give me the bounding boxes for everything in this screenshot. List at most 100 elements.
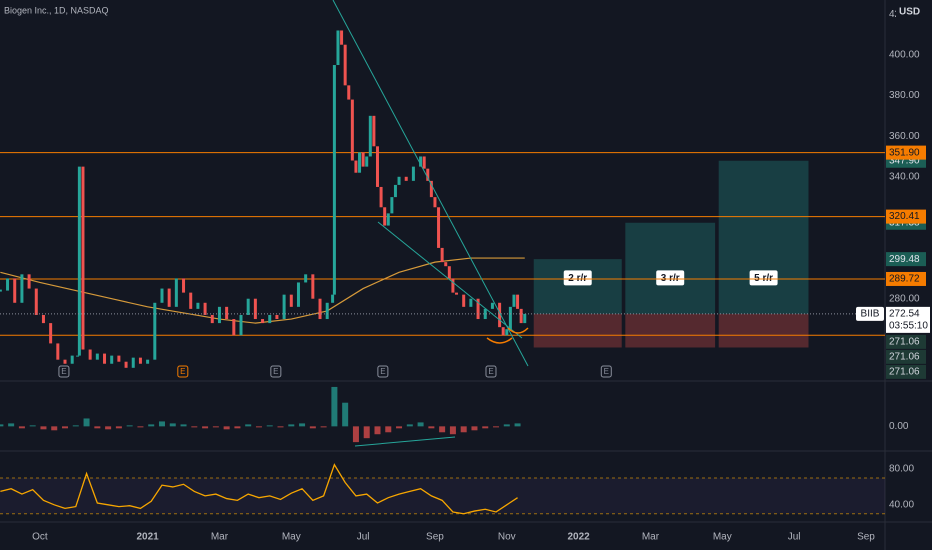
macd-bar — [18, 426, 25, 429]
target-zone — [718, 160, 809, 314]
candle — [365, 156, 369, 167]
candle — [210, 314, 214, 324]
candle — [523, 313, 527, 324]
macd-bar — [191, 426, 198, 428]
rsi-tick-label: 40.00 — [889, 499, 914, 510]
candle — [153, 302, 157, 360]
macd-bar — [493, 426, 500, 428]
candle — [182, 278, 186, 293]
candle — [469, 298, 473, 307]
stacked-tag-label: 271.06 — [889, 352, 920, 363]
candle — [41, 314, 45, 324]
symbol-tag — [856, 306, 884, 321]
earnings-label: E — [273, 367, 278, 376]
trend-line — [377, 221, 523, 339]
candle — [296, 282, 300, 307]
x-tick-label: Sep — [857, 532, 875, 543]
macd-bar — [449, 426, 456, 435]
candle — [174, 278, 178, 307]
pattern-arc — [486, 337, 513, 344]
candle — [160, 288, 164, 303]
candle — [343, 44, 347, 86]
x-tick-label: Nov — [498, 532, 516, 543]
candle — [131, 357, 135, 368]
candle — [372, 115, 376, 147]
macd-bar — [331, 386, 338, 427]
chart-title: Biogen Inc., 1D, NASDAQ — [4, 5, 109, 15]
symbol-label: BIIB — [861, 309, 880, 320]
candle — [340, 30, 344, 45]
macd-bar — [309, 426, 316, 429]
earnings-marker — [270, 365, 282, 378]
candle — [103, 353, 107, 364]
macd-bar — [83, 418, 90, 427]
candle — [70, 355, 74, 364]
candle — [383, 207, 387, 226]
candle — [393, 184, 397, 198]
candle — [189, 292, 193, 309]
candle — [0, 289, 2, 292]
macd-bar — [471, 426, 478, 431]
rsi-band — [0, 478, 885, 514]
candle — [56, 343, 60, 360]
candle — [447, 266, 451, 279]
target-zone — [533, 259, 622, 314]
macd-bar — [202, 426, 209, 429]
macd-bar — [406, 424, 413, 427]
earnings-marker — [58, 365, 70, 378]
candle — [358, 152, 362, 173]
currency-label: USD — [899, 7, 920, 18]
stop-zone — [533, 313, 622, 348]
candle — [268, 314, 272, 324]
x-tick-label: May — [282, 532, 301, 543]
currency-bg — [896, 3, 930, 19]
candle — [232, 319, 236, 336]
candle — [77, 166, 81, 356]
rsi-tick-label: 80.00 — [889, 464, 914, 475]
candle — [490, 302, 494, 309]
macd-tick-label: 0.00 — [889, 421, 909, 432]
candle — [437, 207, 441, 248]
x-tick-label: Jul — [357, 532, 370, 543]
macd-bar — [342, 402, 349, 427]
y-tick-label: 42 — [889, 9, 901, 20]
candle — [76, 355, 80, 357]
candle — [429, 180, 433, 198]
target-tag-label: 299.48 — [889, 254, 920, 265]
candle — [81, 166, 85, 350]
candle — [124, 361, 128, 368]
macd-bar — [180, 424, 187, 427]
candle — [519, 308, 523, 324]
last-price-tag — [886, 306, 930, 333]
trend-line — [332, 0, 529, 367]
candle — [483, 308, 487, 320]
box-label-bg — [563, 270, 592, 286]
y-tick-label: 280.00 — [889, 293, 920, 304]
earnings-marker — [485, 365, 497, 378]
macd-bar — [288, 424, 295, 427]
stacked-tag — [886, 349, 926, 364]
candle — [501, 327, 505, 336]
x-tick-label: Oct — [32, 532, 48, 543]
candle — [110, 355, 114, 364]
macd-bar — [320, 426, 327, 428]
candle — [167, 288, 171, 307]
last-price-label: 272.54 — [889, 309, 920, 320]
candle — [508, 306, 512, 330]
macd-bar — [299, 423, 306, 427]
y-tick-label: 340.00 — [889, 171, 920, 182]
macd-bar — [148, 424, 155, 427]
x-tick-label: Jul — [788, 532, 801, 543]
macd-bar — [374, 426, 381, 435]
macd-bar — [385, 426, 392, 433]
macd-bar — [126, 425, 133, 427]
candle — [375, 146, 379, 187]
candle — [63, 359, 67, 364]
macd-bar — [223, 426, 230, 430]
candle — [117, 355, 121, 362]
earnings-label: E — [380, 367, 385, 376]
candle — [27, 274, 31, 289]
macd-bar — [169, 423, 176, 427]
stop-zone — [718, 313, 809, 348]
